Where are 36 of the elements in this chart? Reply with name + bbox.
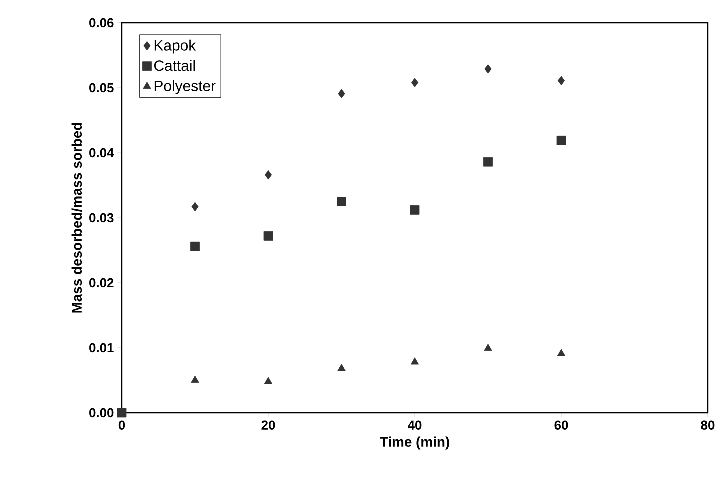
x-tick-label: 60 bbox=[554, 420, 568, 430]
point bbox=[558, 76, 566, 86]
point bbox=[484, 64, 492, 74]
x-tick-label: 20 bbox=[262, 420, 276, 430]
point bbox=[337, 197, 346, 206]
y-tick-label: 0.06 bbox=[90, 18, 114, 28]
point bbox=[190, 242, 200, 252]
y-tick-label: 0.03 bbox=[90, 213, 114, 223]
y-tick-label: 0.00 bbox=[90, 408, 114, 418]
point bbox=[338, 364, 346, 372]
point bbox=[191, 376, 200, 383]
y-tick-label: 0.05 bbox=[90, 83, 114, 93]
x-tick-label: 80 bbox=[701, 420, 715, 430]
point bbox=[484, 157, 493, 167]
legend-label: Kapok bbox=[154, 40, 196, 54]
point bbox=[338, 89, 346, 99]
point bbox=[117, 408, 127, 418]
y-tick-label: 0.01 bbox=[90, 343, 114, 353]
point bbox=[557, 349, 566, 356]
legend-label: Polyester bbox=[154, 80, 216, 94]
point bbox=[556, 136, 566, 146]
y-axis-title: Mass desorbed/mass sorbed bbox=[72, 123, 82, 313]
point bbox=[410, 206, 420, 215]
y-tick-label: 0.02 bbox=[90, 278, 114, 288]
x-tick-label: 40 bbox=[408, 420, 422, 430]
point bbox=[484, 344, 492, 352]
legend-label: Cattail bbox=[154, 60, 196, 72]
x-tick-label: 0 bbox=[118, 420, 126, 430]
y-tick-label: 0.04 bbox=[90, 148, 114, 158]
point bbox=[192, 202, 199, 212]
x-axis-title: Time (min) bbox=[380, 436, 450, 450]
point bbox=[411, 78, 419, 88]
point bbox=[264, 170, 272, 180]
point bbox=[264, 377, 273, 384]
point bbox=[264, 232, 274, 241]
point bbox=[410, 358, 420, 365]
